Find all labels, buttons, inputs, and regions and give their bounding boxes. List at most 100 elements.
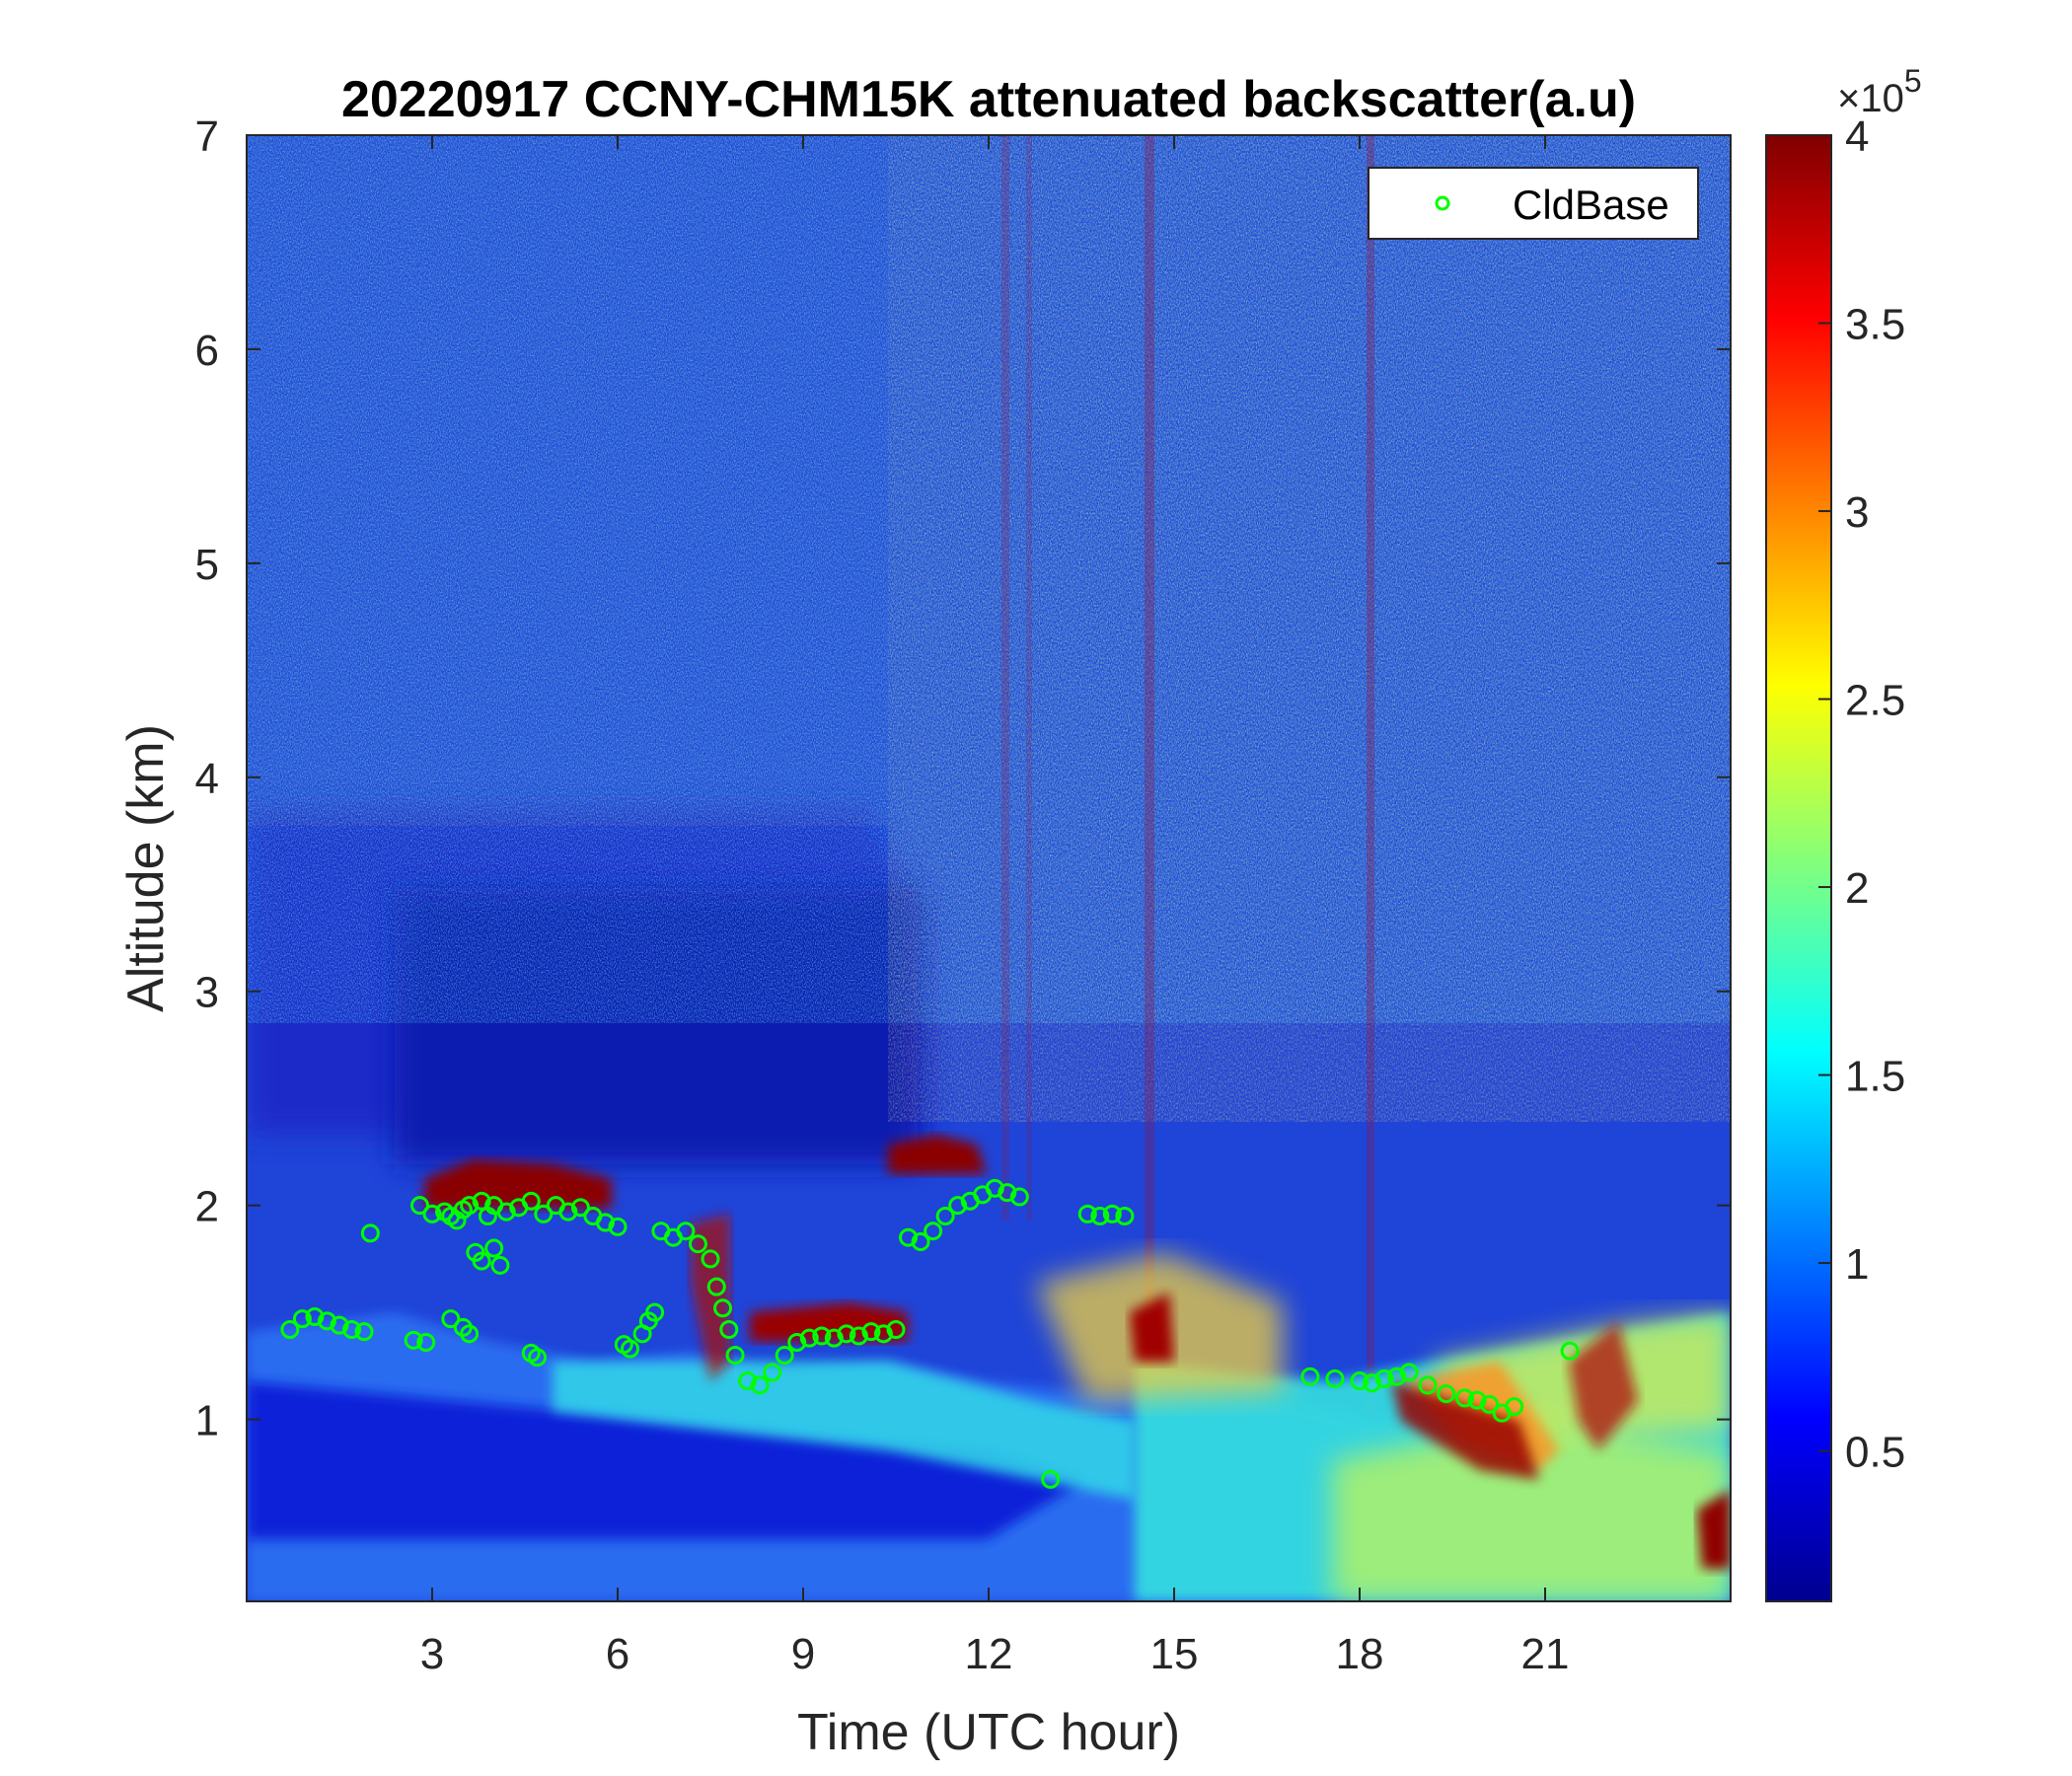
legend-box xyxy=(1368,167,1699,240)
cldbase-point-70 xyxy=(948,1196,968,1216)
cldbase-point-86 xyxy=(1387,1367,1407,1386)
cldbase-point-32 xyxy=(441,1309,461,1329)
cldbase-point-62 xyxy=(849,1326,868,1346)
cldbase-point-24 xyxy=(570,1198,590,1218)
cldbase-point-59 xyxy=(812,1326,832,1346)
cldbase-point-76 xyxy=(1041,1469,1061,1489)
x-tick-label-1: 6 xyxy=(606,1630,629,1678)
cldbase-point-36 xyxy=(416,1333,436,1353)
cldbase-point-21 xyxy=(534,1204,554,1223)
cldbase-point-47 xyxy=(688,1234,707,1254)
colorbar: 0.5 1 1.5 2 2.5 3 3.5 4 ×105 xyxy=(1765,63,1922,1602)
cldbase-point-64 xyxy=(873,1324,893,1344)
cldbase-point-2 xyxy=(305,1306,325,1326)
cldbase-point-6 xyxy=(354,1322,374,1342)
cldbase-point-5 xyxy=(342,1319,362,1339)
cldbase-point-4 xyxy=(330,1315,349,1335)
cldbase-point-48 xyxy=(701,1249,720,1269)
cldbase-point-54 xyxy=(750,1375,770,1395)
cldbase-point-88 xyxy=(1418,1375,1438,1395)
cldbase-point-55 xyxy=(763,1363,782,1382)
y-tick-label-2: 3 xyxy=(195,969,219,1017)
x-tick-label-4: 15 xyxy=(1150,1630,1199,1678)
colorbar-ticks: 0.5 1 1.5 2 2.5 3 3.5 4 xyxy=(1818,112,1905,1477)
cldbase-point-56 xyxy=(775,1346,794,1366)
cldbase-point-90 xyxy=(1455,1388,1475,1408)
cldbase-point-80 xyxy=(1115,1207,1135,1226)
x-axis-label: Time (UTC hour) xyxy=(797,1704,1180,1761)
colorbar-tick-label-7: 4 xyxy=(1845,112,1869,161)
cldbase-point-63 xyxy=(861,1322,881,1342)
cldbase-point-0 xyxy=(280,1319,300,1339)
cldbase-point-92 xyxy=(1480,1394,1500,1414)
cldbase-point-40 xyxy=(621,1339,640,1359)
cldbase-point-57 xyxy=(787,1333,807,1353)
cldbase-point-77 xyxy=(1077,1204,1097,1223)
cldbase-point-20 xyxy=(521,1191,541,1211)
cldbase-point-87 xyxy=(1399,1363,1419,1382)
y-tick-label-0: 1 xyxy=(195,1397,219,1445)
cldbase-point-35 xyxy=(404,1330,423,1350)
colorbar-tick-label-4: 2.5 xyxy=(1845,677,1905,725)
y-axis-label: Altitude (km) xyxy=(117,724,175,1012)
cldbase-point-83 xyxy=(1350,1371,1369,1391)
cldbase-point-69 xyxy=(935,1207,955,1226)
cldbase-point-75 xyxy=(1009,1187,1029,1207)
y-tick-label-1: 2 xyxy=(195,1183,219,1231)
x-tick-label-5: 18 xyxy=(1336,1630,1384,1678)
legend-entry-cldbase: CldBase xyxy=(1513,182,1669,228)
x-tick-label-3: 12 xyxy=(965,1630,1013,1678)
cldbase-point-67 xyxy=(911,1232,930,1252)
cldbase-point-91 xyxy=(1467,1390,1487,1410)
cldbase-point-14 xyxy=(460,1196,480,1216)
colorbar-tick-label-3: 2 xyxy=(1845,864,1869,913)
chart-title: 20220917 CCNY-CHM15K attenuated backscat… xyxy=(341,71,1636,128)
cldbase-point-26 xyxy=(595,1213,615,1232)
cldbase-point-81 xyxy=(1300,1367,1320,1386)
cldbase-point-43 xyxy=(645,1302,665,1322)
colorbar-exponent: ×105 xyxy=(1837,63,1922,120)
cldbase-point-89 xyxy=(1437,1384,1456,1404)
cldbase-point-85 xyxy=(1374,1369,1394,1388)
colorbar-tick-label-5: 3 xyxy=(1845,488,1869,537)
cldbase-point-66 xyxy=(899,1227,919,1247)
cldbase-point-84 xyxy=(1363,1373,1382,1393)
cldbase-point-50 xyxy=(713,1298,733,1318)
x-tick-label-2: 9 xyxy=(791,1630,815,1678)
y-axis-ticks: 1 2 3 4 5 6 7 xyxy=(195,112,1731,1445)
cldbase-point-9 xyxy=(422,1204,442,1223)
colorbar-gradient xyxy=(1765,134,1832,1602)
x-tick-label-6: 21 xyxy=(1521,1630,1570,1678)
cldbase-point-18 xyxy=(496,1202,516,1221)
cldbase-point-78 xyxy=(1090,1207,1110,1226)
x-axis-ticks: 3 6 9 12 15 18 21 xyxy=(420,135,1570,1678)
cldbase-point-27 xyxy=(608,1217,628,1236)
y-tick-label-6: 7 xyxy=(195,112,219,161)
x-tick-label-0: 3 xyxy=(420,1630,444,1678)
cldbase-point-29 xyxy=(472,1251,491,1271)
cldbase-point-30 xyxy=(484,1238,504,1258)
colorbar-exponent-power: 5 xyxy=(1904,63,1922,99)
colorbar-tick-label-2: 1.5 xyxy=(1845,1053,1905,1101)
y-tick-label-4: 5 xyxy=(195,541,219,589)
cldbase-point-49 xyxy=(706,1277,726,1296)
colorbar-exponent-base: ×10 xyxy=(1837,77,1904,120)
cldbase-point-65 xyxy=(886,1319,906,1339)
cldbase-point-60 xyxy=(824,1328,844,1348)
cldbase-point-31 xyxy=(490,1255,510,1275)
cldbase-point-61 xyxy=(837,1324,856,1344)
cldbase-point-1 xyxy=(292,1309,312,1329)
backscatter-heatmap xyxy=(247,135,1731,1601)
cldbase-point-7 xyxy=(360,1223,380,1243)
cldbase-point-46 xyxy=(676,1221,696,1241)
legend: CldBase xyxy=(1368,167,1699,240)
cldbase-point-15 xyxy=(472,1191,491,1211)
cldbase-point-8 xyxy=(409,1196,429,1216)
y-tick-label-5: 6 xyxy=(195,327,219,375)
cldbase-point-52 xyxy=(725,1346,745,1366)
cldbase-point-79 xyxy=(1102,1204,1122,1223)
cldbase-point-73 xyxy=(985,1178,1004,1198)
cldbase-point-53 xyxy=(738,1371,758,1391)
cldbase-point-74 xyxy=(998,1183,1017,1203)
